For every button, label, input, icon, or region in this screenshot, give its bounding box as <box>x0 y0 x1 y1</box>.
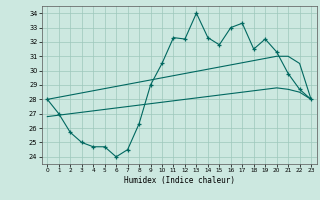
X-axis label: Humidex (Indice chaleur): Humidex (Indice chaleur) <box>124 176 235 185</box>
